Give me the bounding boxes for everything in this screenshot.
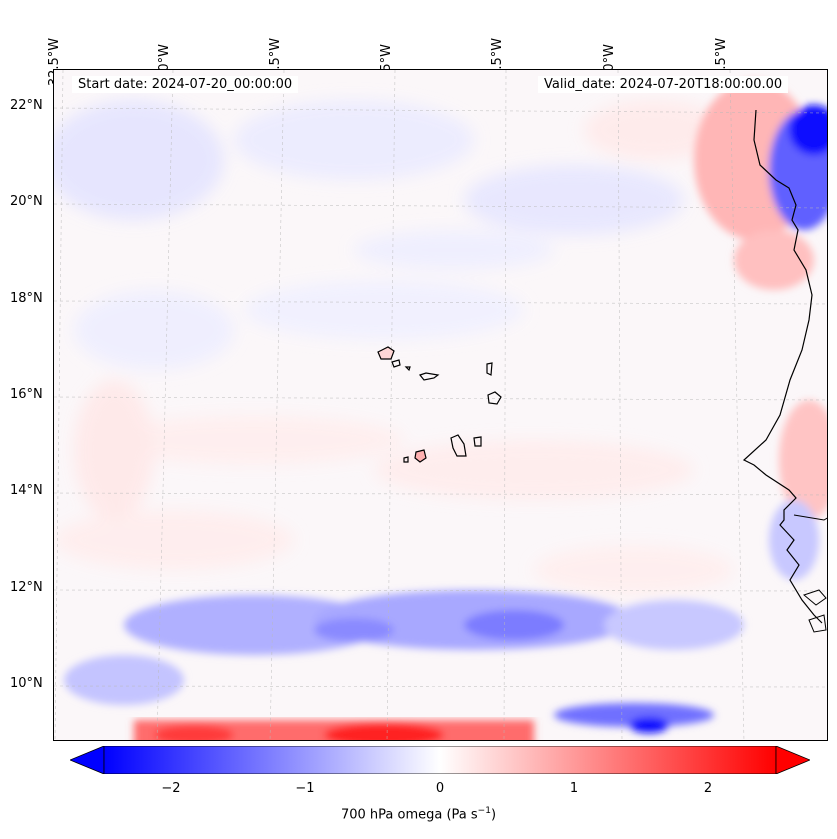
colorbar-right-extend xyxy=(775,746,810,774)
colorbar-label-main: 700 hPa omega (Pa s xyxy=(340,807,478,823)
island-sao-nicolau xyxy=(418,372,440,381)
colorbar-left-extend xyxy=(70,746,105,774)
island-santiago xyxy=(450,434,467,457)
colorbar-label-end: ) xyxy=(490,807,497,823)
island-sao-vicente xyxy=(391,359,401,368)
lat-label-12n: 12°N xyxy=(10,580,43,595)
colorbar-tick-2: 2 xyxy=(703,781,713,796)
colorbar-tick-0: 0 xyxy=(435,781,445,796)
island-boa-vista xyxy=(487,391,502,405)
island-maio xyxy=(473,436,482,447)
island-santa-luzia xyxy=(404,366,411,372)
omega-field xyxy=(54,70,827,740)
lat-label-16n: 16°N xyxy=(10,387,43,402)
island-santo-antao xyxy=(377,346,395,360)
colorbar-label: 700 hPa omega (Pa s−1) xyxy=(0,806,837,822)
colorbar xyxy=(70,746,810,774)
colorbar-label-exp: −1 xyxy=(477,806,491,816)
valid-date-label: Valid_date: 2024-07-20T18:00:00.00 xyxy=(538,76,789,93)
lat-label-10n: 10°N xyxy=(10,676,43,691)
colorbar-tick-neg1: −1 xyxy=(295,781,315,796)
colorbar-tick-neg2: −2 xyxy=(161,781,181,796)
lat-label-14n: 14°N xyxy=(10,483,43,498)
map-panel[interactable] xyxy=(53,69,828,741)
island-brava xyxy=(403,456,409,463)
lat-label-20n: 20°N xyxy=(10,194,43,209)
lat-label-22n: 22°N xyxy=(10,98,43,113)
colorbar-gradient xyxy=(103,746,777,774)
colorbar-tick-1: 1 xyxy=(569,781,579,796)
start-date-label: Start date: 2024-07-20_00:00:00 xyxy=(72,76,299,93)
island-fogo xyxy=(414,449,427,463)
island-sal xyxy=(486,362,493,376)
lat-label-18n: 18°N xyxy=(10,291,43,306)
african-coastline xyxy=(742,109,823,624)
